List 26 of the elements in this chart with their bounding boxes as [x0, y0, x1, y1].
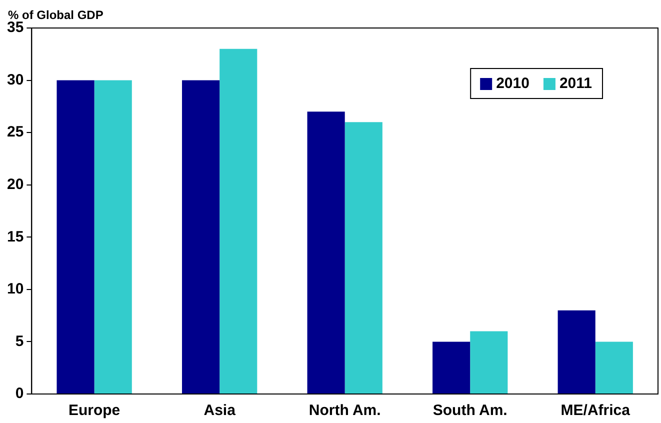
- y-axis-title: % of Global GDP: [8, 8, 104, 22]
- y-tick-label: 25: [6, 124, 24, 141]
- bar: [307, 112, 345, 394]
- y-tick-label: 20: [6, 176, 24, 193]
- bar: [56, 80, 94, 394]
- bar: [432, 342, 470, 394]
- y-tick-label: 10: [6, 280, 24, 298]
- x-tick-label: Asia: [204, 402, 236, 420]
- y-tick-label: 0: [15, 385, 24, 402]
- bar: [558, 310, 596, 394]
- legend-label: 2010: [496, 75, 530, 92]
- bar: [595, 342, 633, 394]
- x-tick-label: ME/Africa: [560, 402, 631, 420]
- x-tick-label: North Am.: [308, 402, 381, 420]
- legend-label: 2011: [559, 75, 592, 92]
- y-tick-label: 15: [6, 228, 24, 246]
- y-tick-label: 35: [6, 19, 24, 36]
- bar: [220, 48, 258, 394]
- bar: [182, 80, 220, 394]
- x-tick-label: Europe: [68, 402, 120, 420]
- bar: [94, 80, 132, 394]
- x-tick-label: South Am.: [432, 402, 508, 420]
- bar: [470, 331, 508, 394]
- y-tick-label: 30: [6, 71, 24, 88]
- bar: [344, 122, 382, 394]
- y-tick-label: 5: [15, 332, 24, 350]
